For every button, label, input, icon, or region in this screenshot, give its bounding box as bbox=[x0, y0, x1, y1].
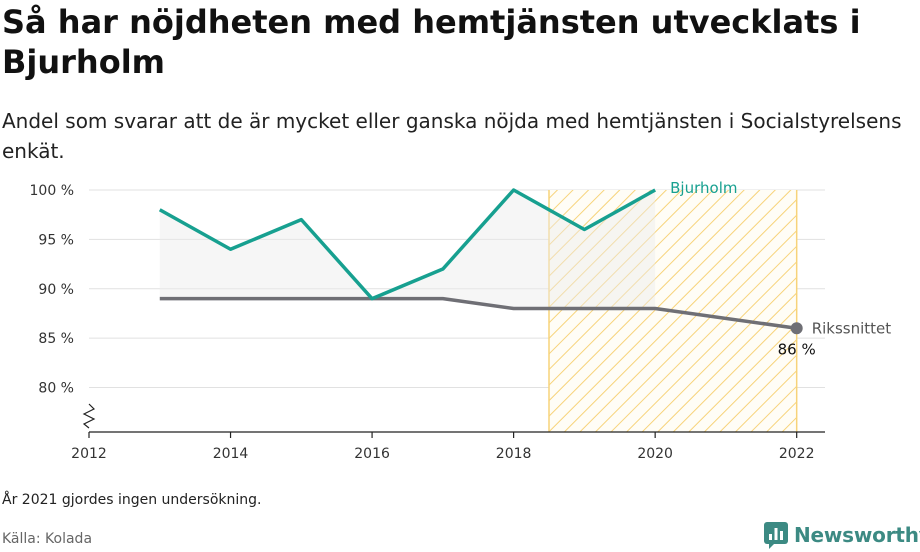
brand-name: Newsworthy bbox=[794, 523, 920, 547]
x-tick-label-2020: 2020 bbox=[637, 446, 673, 462]
axis-break bbox=[82, 403, 96, 429]
x-axis: 2012 2014 2016 2018 2020 2022 bbox=[71, 403, 825, 462]
y-tick-label-100: 100 % bbox=[30, 183, 74, 199]
series-labels: Bjurholm Rikssnittet 86 % bbox=[670, 179, 891, 358]
chart-title: Så har nöjdheten med hemtjänsten utveckl… bbox=[2, 3, 861, 81]
chart-subtitle: Andel som svarar att de är mycket eller … bbox=[2, 109, 902, 163]
x-tick-label-2014: 2014 bbox=[213, 446, 249, 462]
series-label-bjurholm: Bjurholm bbox=[670, 179, 737, 197]
y-tick-label-80: 80 % bbox=[38, 381, 74, 397]
newsworthy-logo-icon bbox=[764, 522, 788, 549]
difference-area bbox=[159, 190, 656, 309]
x-tick-label-2016: 2016 bbox=[354, 446, 390, 462]
source-credit: Källa: Kolada bbox=[2, 531, 93, 547]
line-chart: 2012 2014 2016 2018 2020 2022 80 % 85 % 90 % 95 … bbox=[30, 179, 892, 462]
brand-logo[interactable]: Newsworthy bbox=[764, 520, 920, 550]
x-tick-label-2018: 2018 bbox=[496, 446, 532, 462]
last-value-label: 86 % bbox=[778, 340, 816, 358]
gap-area bbox=[159, 190, 656, 309]
y-tick-label-90: 90 % bbox=[38, 282, 74, 298]
y-axis: 80 % 85 % 90 % 95 % 100 % bbox=[30, 183, 74, 397]
series-lines bbox=[158, 188, 803, 335]
x-tick-label-2012: 2012 bbox=[71, 446, 107, 462]
footnote: År 2021 gjordes ingen undersökning. bbox=[2, 492, 262, 508]
series-label-rikssnittet: Rikssnittet bbox=[812, 319, 892, 337]
y-tick-label-85: 85 % bbox=[38, 331, 74, 347]
series-line-rikssnittet bbox=[159, 296, 797, 331]
y-tick-label-95: 95 % bbox=[38, 232, 74, 248]
x-tick-label-2022: 2022 bbox=[779, 446, 815, 462]
series-line-bjurholm bbox=[158, 188, 657, 301]
rikssnittet-end-marker bbox=[790, 322, 803, 335]
